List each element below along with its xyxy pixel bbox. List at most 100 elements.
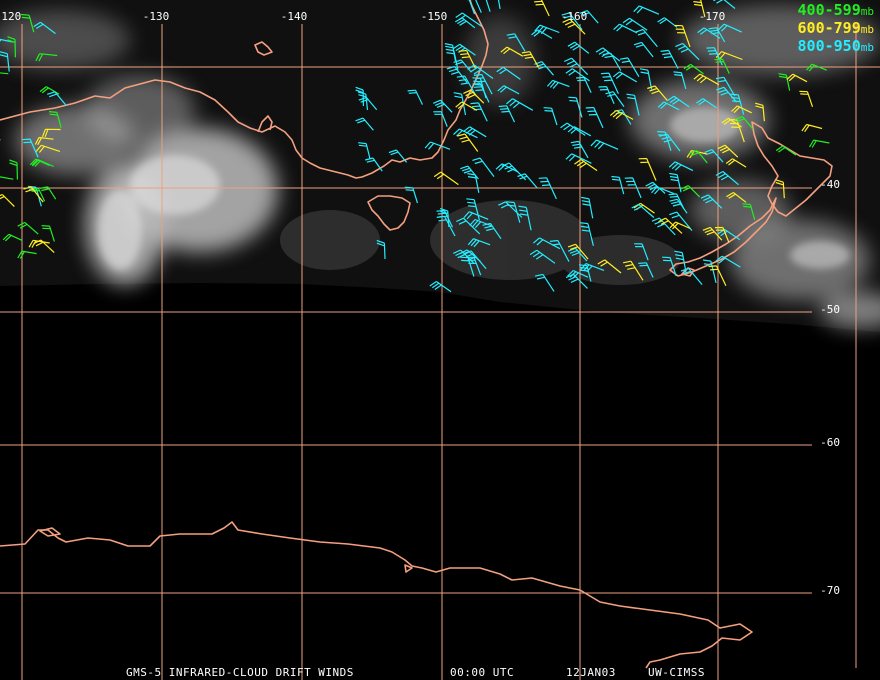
lat-label: -70 [820, 584, 840, 597]
antarctica-islet-2 [404, 564, 413, 573]
wind-barb [432, 99, 453, 113]
wind-barb [41, 225, 55, 242]
wind-barb [543, 107, 558, 126]
wind-barb [9, 159, 18, 180]
wind-barb [600, 72, 619, 94]
wind-barb [457, 133, 479, 152]
wind-barb [693, 0, 706, 18]
wind-barb [706, 47, 723, 66]
wind-barb [567, 126, 592, 137]
wind-barb [680, 267, 703, 285]
australia-coastline [0, 0, 489, 179]
wind-barb [622, 17, 648, 31]
lat-label: -50 [820, 303, 840, 316]
wind-barb [725, 158, 747, 168]
graticule [0, 24, 880, 680]
wind-barb [635, 28, 658, 48]
wind-barb [467, 0, 482, 13]
caption-date: 12JAN03 [566, 666, 616, 679]
wind-barb [466, 256, 482, 276]
wind-barb [357, 91, 369, 111]
wind-barb [485, 0, 491, 12]
wind-barb [585, 106, 604, 129]
australia-gulf [257, 115, 273, 133]
wind-barb [534, 0, 550, 17]
wind-barb [683, 63, 704, 75]
wind-barb [715, 76, 736, 97]
wind-barb [609, 109, 634, 120]
wind-barb [7, 36, 16, 58]
wind-barb [0, 176, 14, 180]
wind-barb [674, 250, 687, 274]
wind-barb [565, 68, 590, 82]
wind-barb [702, 259, 717, 284]
wind-barb [521, 51, 540, 68]
wind-barb [570, 140, 589, 159]
lat-label: -40 [820, 178, 840, 191]
wind-barb [433, 171, 459, 186]
cape-york-tip [254, 41, 273, 56]
wind-barb [531, 29, 553, 39]
wind-barb [590, 139, 619, 150]
wind-barb [631, 203, 655, 218]
wind-barb [470, 102, 488, 122]
wind-barb [597, 259, 622, 274]
wind-barb [460, 165, 479, 180]
wind-barb [567, 247, 588, 262]
wind-barb [501, 162, 527, 181]
lon-label: -130 [142, 10, 170, 23]
wind-barb [506, 98, 534, 111]
wind-barb [453, 128, 478, 139]
wind-barb [365, 157, 383, 172]
wind-barb [674, 24, 691, 48]
wind-barb [657, 131, 672, 151]
wind-barb [0, 72, 9, 75]
wind-barb [17, 221, 39, 235]
legend-400-599: 400-599mb [797, 1, 874, 19]
wind-barb [546, 79, 570, 89]
wind-barb [626, 93, 640, 116]
wind-barb [715, 170, 739, 186]
wind-barb [47, 91, 67, 107]
wind-barb [731, 105, 752, 114]
wind-barb [700, 194, 723, 209]
wind-barb [538, 177, 557, 200]
wind-barb [714, 58, 730, 74]
wind-barb [496, 66, 521, 80]
wind-barb [452, 43, 476, 56]
caption-source: UW-CIMSS [648, 666, 705, 679]
wind-barb [689, 150, 708, 164]
wind-barb [567, 269, 589, 279]
wind-barb [0, 51, 10, 72]
wind-barb [466, 198, 480, 221]
wind-barb [358, 142, 371, 160]
coastline [0, 0, 833, 669]
wind-barb [778, 73, 791, 91]
wind-barb [579, 10, 599, 24]
wind-barb [595, 47, 621, 62]
lon-label: -170 [698, 10, 726, 23]
wind-barb [715, 51, 743, 61]
map-caption: GMS-5 INFRARED-CLOUD DRIFT WINDS 00:00 U… [0, 666, 880, 679]
wind-barb [388, 149, 408, 163]
wind-barb [41, 128, 61, 138]
wind-barb [580, 263, 605, 273]
antarctica-coastline [0, 521, 753, 669]
wind-barb [0, 38, 13, 43]
wind-barb [407, 89, 424, 105]
wind-barb [453, 59, 472, 73]
wind-barb [657, 101, 680, 111]
wind-barb [0, 193, 15, 208]
wind-barb [404, 186, 419, 204]
wind-barb [436, 215, 456, 237]
wind-barb [23, 186, 44, 203]
wind-barb [21, 13, 35, 33]
wind-barb [786, 73, 808, 83]
wind-barb [35, 53, 58, 62]
wind-barb [467, 64, 494, 79]
wind-barb [755, 102, 765, 122]
wind-barb [574, 159, 598, 172]
nz-south-island [669, 197, 777, 277]
wind-barb [446, 65, 468, 83]
wind-barb [568, 96, 583, 118]
